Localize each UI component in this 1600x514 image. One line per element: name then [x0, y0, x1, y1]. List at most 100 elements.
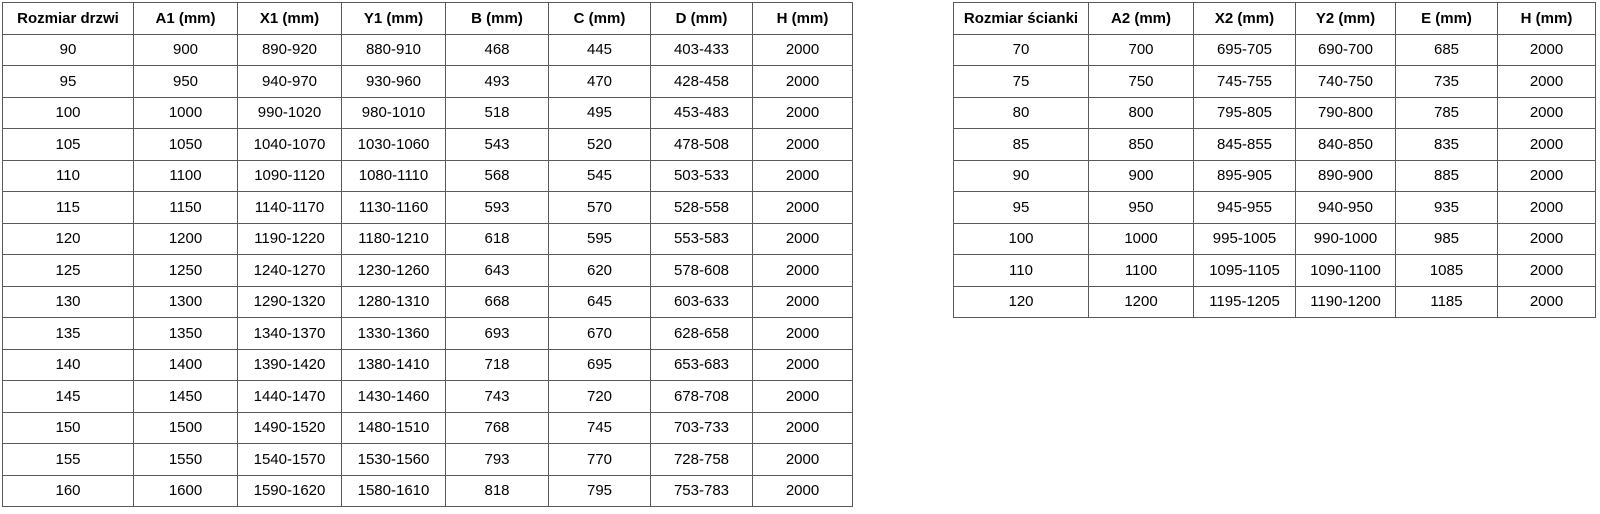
table-cell: 1440-1470	[237, 380, 342, 413]
table-cell: 2000	[1497, 159, 1596, 192]
table-cell: 795	[548, 474, 651, 507]
table-cell: 1450	[133, 380, 238, 413]
table-cell: 695	[548, 348, 651, 381]
table-cell: 495	[548, 96, 651, 129]
table-cell: 2000	[752, 222, 853, 255]
table-cell: 2000	[1497, 33, 1596, 66]
table-cell: 653-683	[650, 348, 753, 381]
table-cell: 718	[445, 348, 549, 381]
table-cell: 643	[445, 254, 549, 287]
table-row: 150 1500 1490-1520 1480-1510 768 745 703-733 20…	[2, 411, 853, 444]
table-cell: 645	[548, 285, 651, 318]
table-cell: 445	[548, 33, 651, 66]
column-header: Y1 (mm)	[341, 2, 446, 35]
table-cell: 835	[1395, 128, 1498, 161]
table-cell: 130	[2, 285, 134, 318]
table-cell: 1500	[133, 411, 238, 444]
table-cell: 578-608	[650, 254, 753, 287]
table-cell: 940-950	[1295, 191, 1396, 224]
table-cell: 768	[445, 411, 549, 444]
column-header: H (mm)	[1497, 2, 1596, 35]
table-cell: 1000	[1088, 222, 1194, 255]
table-row: 90 900 890-920 880-910 468 445 403-433 2000	[2, 33, 853, 66]
table-cell: 110	[2, 159, 134, 192]
table-cell: 593	[445, 191, 549, 224]
table-cell: 2000	[752, 348, 853, 381]
table-cell: 85	[953, 128, 1089, 161]
table-cell: 453-483	[650, 96, 753, 129]
table-cell: 545	[548, 159, 651, 192]
table-cell: 1090-1100	[1295, 254, 1396, 287]
table-cell: 1600	[133, 474, 238, 507]
table-cell: 890-920	[237, 33, 342, 66]
table-cell: 753-783	[650, 474, 753, 507]
table-cell: 743	[445, 380, 549, 413]
table-row: 100 1000 990-1020 980-1010 518 495 453-483 2000	[2, 96, 853, 129]
table-cell: 1340-1370	[237, 317, 342, 350]
table-cell: 1380-1410	[341, 348, 446, 381]
table-cell: 628-658	[650, 317, 753, 350]
table-row: 95 950 940-970 930-960 493 470 428-458 2000	[2, 65, 853, 98]
table-row: 130 1300 1290-1320 1280-1310 668 645 603-633 20…	[2, 285, 853, 318]
table-cell: 1180-1210	[341, 222, 446, 255]
table-cell: 1540-1570	[237, 443, 342, 476]
table-cell: 1240-1270	[237, 254, 342, 287]
table-cell: 1390-1420	[237, 348, 342, 381]
table-row: 115 1150 1140-1170 1130-1160 593 570 528-558 20…	[2, 191, 853, 224]
table-cell: 403-433	[650, 33, 753, 66]
table-cell: 2000	[1497, 96, 1596, 129]
table-cell: 890-900	[1295, 159, 1396, 192]
table-cell: 995-1005	[1193, 222, 1296, 255]
table-cell: 1195-1205	[1193, 285, 1296, 318]
table-cell: 685	[1395, 33, 1498, 66]
table-row: 145 1450 1440-1470 1430-1460 743 720 678-708 20…	[2, 380, 853, 413]
table-row: 80 800 795-805 790-800 785 2000	[953, 96, 1596, 129]
table-cell: 1190-1220	[237, 222, 342, 255]
table-cell: 2000	[752, 380, 853, 413]
table-cell: 690-700	[1295, 33, 1396, 66]
table-cell: 618	[445, 222, 549, 255]
table-cell: 150	[2, 411, 134, 444]
table-cell: 2000	[752, 159, 853, 192]
wall-size-table: Rozmiar ścianki A2 (mm) X2 (mm) Y2 (mm) E (m…	[953, 2, 1596, 318]
table-cell: 2000	[752, 254, 853, 287]
table-row: 125 1250 1240-1270 1230-1260 643 620 578-608 20…	[2, 254, 853, 287]
table-cell: 940-970	[237, 65, 342, 98]
column-header: X1 (mm)	[237, 2, 342, 35]
table-cell: 770	[548, 443, 651, 476]
table-cell: 1030-1060	[341, 128, 446, 161]
table-cell: 678-708	[650, 380, 753, 413]
table-cell: 428-458	[650, 65, 753, 98]
table-cell: 800	[1088, 96, 1194, 129]
table-cell: 703-733	[650, 411, 753, 444]
table-cell: 790-800	[1295, 96, 1396, 129]
table-cell: 1085	[1395, 254, 1498, 287]
table-cell: 95	[953, 191, 1089, 224]
table-cell: 2000	[752, 317, 853, 350]
table-cell: 100	[2, 96, 134, 129]
table-cell: 2000	[752, 33, 853, 66]
table-cell: 735	[1395, 65, 1498, 98]
table-cell: 2000	[1497, 222, 1596, 255]
table-cell: 553-583	[650, 222, 753, 255]
table-cell: 1480-1510	[341, 411, 446, 444]
column-header: D (mm)	[650, 2, 753, 35]
table-cell: 120	[2, 222, 134, 255]
table-cell: 115	[2, 191, 134, 224]
table-cell: 2000	[752, 65, 853, 98]
table-cell: 2000	[1497, 285, 1596, 318]
table-cell: 528-558	[650, 191, 753, 224]
table-cell: 795-805	[1193, 96, 1296, 129]
table-cell: 1300	[133, 285, 238, 318]
column-header: A2 (mm)	[1088, 2, 1194, 35]
table-cell: 818	[445, 474, 549, 507]
table-cell: 850	[1088, 128, 1194, 161]
table-cell: 1040-1070	[237, 128, 342, 161]
table-cell: 1590-1620	[237, 474, 342, 507]
table-row: 100 1000 995-1005 990-1000 985 2000	[953, 222, 1596, 255]
table-cell: 80	[953, 96, 1089, 129]
table-cell: 785	[1395, 96, 1498, 129]
table-cell: 520	[548, 128, 651, 161]
table-cell: 885	[1395, 159, 1498, 192]
table-cell: 750	[1088, 65, 1194, 98]
